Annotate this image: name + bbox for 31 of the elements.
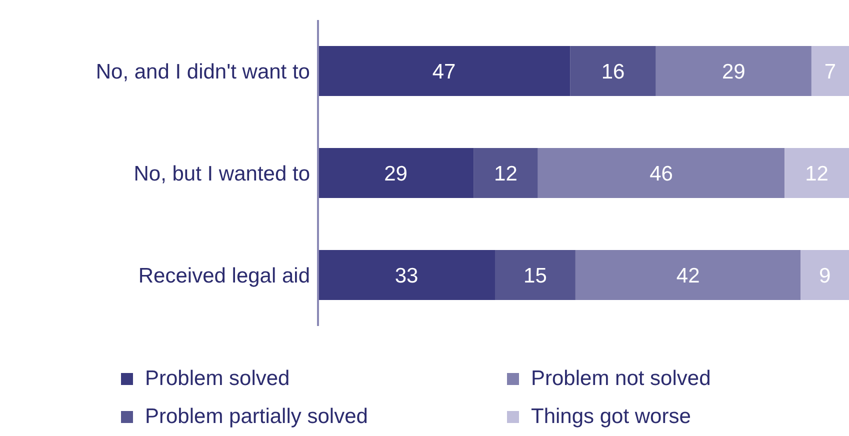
data-label: 46 <box>650 162 673 186</box>
bar <box>784 148 849 198</box>
bar <box>570 46 656 96</box>
data-label: 12 <box>805 162 828 186</box>
legend-label: Problem not solved <box>531 367 711 391</box>
data-label: 47 <box>432 60 456 84</box>
bar <box>538 148 785 198</box>
data-label: 12 <box>494 162 518 186</box>
data-label: 29 <box>722 60 746 84</box>
bar <box>811 46 849 96</box>
legend-label: Things got worse <box>531 405 691 429</box>
bar <box>800 250 849 300</box>
legend-label: Problem solved <box>145 367 290 391</box>
data-label: 33 <box>394 264 418 288</box>
bar <box>575 250 801 300</box>
bar <box>318 250 495 300</box>
data-label: 42 <box>676 264 700 288</box>
data-label: 9 <box>819 264 831 288</box>
y-tick-label: No, and I didn't want to <box>96 60 310 84</box>
bar <box>656 46 812 96</box>
data-label: 7 <box>824 60 836 84</box>
data-label: 16 <box>601 60 625 84</box>
bar <box>495 250 576 300</box>
bar <box>318 46 570 96</box>
bar <box>474 148 538 198</box>
data-label: 29 <box>384 162 408 186</box>
y-tick-label: No, but I wanted to <box>134 162 310 186</box>
legend-label: Problem partially solved <box>145 405 368 429</box>
bar <box>318 148 474 198</box>
data-label: 15 <box>524 264 547 288</box>
y-tick-label: Received legal aid <box>138 264 310 288</box>
